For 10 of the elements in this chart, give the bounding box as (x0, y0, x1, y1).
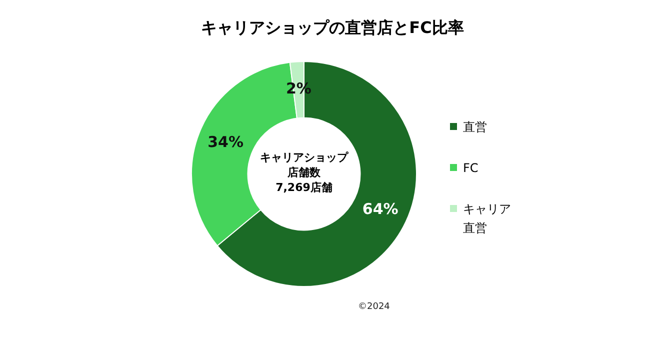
data-label: 34% (208, 132, 244, 151)
chart-title: キャリアショップの直営店とFC比率 (200, 18, 465, 39)
legend-label: キャリア直営 (463, 201, 512, 237)
legend-label: FC (463, 160, 480, 177)
text: 店舗数 (286, 165, 322, 180)
text: キャリアショップ (259, 150, 350, 165)
legend-label: 直営 (463, 119, 488, 136)
text: ©2024 (358, 302, 390, 312)
data-label: 64% (362, 200, 398, 218)
text: 7,269店舗 (274, 180, 334, 195)
